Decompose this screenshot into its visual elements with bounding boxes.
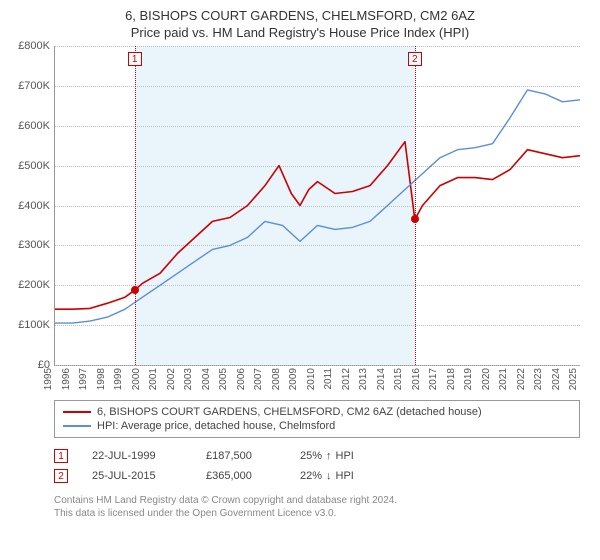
- x-tick-label: 2016: [410, 368, 421, 390]
- event-line: [415, 46, 416, 365]
- arrow-down-icon: ↓: [326, 470, 332, 482]
- x-tick-label: 2023: [533, 368, 544, 390]
- events-date: 22-JUL-1999: [92, 450, 182, 462]
- legend-label: HPI: Average price, detached house, Chel…: [97, 420, 335, 432]
- event-marker: 2: [408, 52, 422, 66]
- chart-title-line1: 6, BISHOPS COURT GARDENS, CHELMSFORD, CM…: [10, 8, 590, 23]
- events-pct: 25% ↑ HPI: [300, 450, 370, 462]
- plot-area: 12: [54, 46, 580, 366]
- events-badge: 2: [54, 469, 68, 483]
- arrow-up-icon: ↑: [326, 450, 332, 462]
- legend-row: HPI: Average price, detached house, Chel…: [63, 419, 571, 433]
- x-tick-label: 2005: [218, 368, 229, 390]
- x-tick-label: 2012: [340, 368, 351, 390]
- x-tick-label: 2014: [375, 368, 386, 390]
- y-tick-label: £400K: [18, 200, 50, 212]
- events-pct-suffix: HPI: [336, 450, 354, 462]
- event-dot: [131, 286, 139, 294]
- footer-attribution: Contains HM Land Registry data © Crown c…: [54, 494, 580, 520]
- events-pct: 22% ↓ HPI: [300, 470, 370, 482]
- y-tick-label: £800K: [18, 40, 50, 52]
- x-tick-label: 1995: [43, 368, 54, 390]
- x-tick-label: 2013: [358, 368, 369, 390]
- x-tick-label: 2011: [323, 368, 334, 390]
- y-tick-label: £500K: [18, 160, 50, 172]
- events-badge: 1: [54, 449, 68, 463]
- event-line: [135, 46, 136, 365]
- legend-swatch: [63, 425, 91, 427]
- y-axis: £0£100K£200K£300K£400K£500K£600K£700K£80…: [10, 46, 54, 366]
- legend-swatch: [63, 411, 91, 413]
- legend: 6, BISHOPS COURT GARDENS, CHELMSFORD, CM…: [54, 400, 580, 438]
- legend-label: 6, BISHOPS COURT GARDENS, CHELMSFORD, CM…: [97, 406, 482, 418]
- x-tick-label: 1996: [60, 368, 71, 390]
- x-tick-label: 2007: [253, 368, 264, 390]
- events-row: 2 25-JUL-2015 £365,000 22% ↓ HPI: [54, 466, 580, 486]
- x-tick-label: 2018: [445, 368, 456, 390]
- events-pct-suffix: HPI: [336, 470, 354, 482]
- events-price: £187,500: [206, 450, 276, 462]
- chart-area: £0£100K£200K£300K£400K£500K£600K£700K£80…: [54, 46, 580, 366]
- y-tick-label: £300K: [18, 239, 50, 251]
- events-pct-value: 22%: [300, 470, 322, 482]
- x-tick-label: 2019: [463, 368, 474, 390]
- x-tick-label: 2009: [288, 368, 299, 390]
- x-tick-label: 2021: [498, 368, 509, 390]
- x-tick-label: 2000: [130, 368, 141, 390]
- legend-row: 6, BISHOPS COURT GARDENS, CHELMSFORD, CM…: [63, 405, 571, 419]
- events-price: £365,000: [206, 470, 276, 482]
- event-dot: [411, 215, 419, 223]
- x-tick-label: 1999: [113, 368, 124, 390]
- x-tick-label: 1998: [95, 368, 106, 390]
- x-tick-label: 2025: [568, 368, 579, 390]
- x-tick-label: 2001: [148, 368, 159, 390]
- footer-line2: This data is licensed under the Open Gov…: [54, 507, 580, 520]
- x-tick-label: 2015: [393, 368, 404, 390]
- x-tick-label: 1997: [78, 368, 89, 390]
- y-tick-label: £700K: [18, 80, 50, 92]
- x-axis: 1995199619971998199920002001200220032004…: [54, 366, 580, 394]
- x-tick-label: 2003: [183, 368, 194, 390]
- x-tick-label: 2006: [235, 368, 246, 390]
- events-table: 1 22-JUL-1999 £187,500 25% ↑ HPI 2 25-JUL-2015 £…: [54, 446, 580, 486]
- events-pct-value: 25%: [300, 450, 322, 462]
- x-tick-label: 2017: [428, 368, 439, 390]
- x-tick-label: 2022: [515, 368, 526, 390]
- x-tick-label: 2024: [550, 368, 561, 390]
- y-tick-label: £100K: [18, 319, 50, 331]
- events-date: 25-JUL-2015: [92, 470, 182, 482]
- x-tick-label: 2002: [165, 368, 176, 390]
- chart-title-line2: Price paid vs. HM Land Registry's House …: [10, 25, 590, 40]
- x-tick-label: 2008: [270, 368, 281, 390]
- x-tick-label: 2020: [480, 368, 491, 390]
- events-row: 1 22-JUL-1999 £187,500 25% ↑ HPI: [54, 446, 580, 466]
- x-tick-label: 2004: [200, 368, 211, 390]
- y-tick-label: £200K: [18, 279, 50, 291]
- footer-line1: Contains HM Land Registry data © Crown c…: [54, 494, 580, 507]
- x-tick-label: 2010: [305, 368, 316, 390]
- event-marker: 1: [128, 52, 142, 66]
- y-tick-label: £600K: [18, 120, 50, 132]
